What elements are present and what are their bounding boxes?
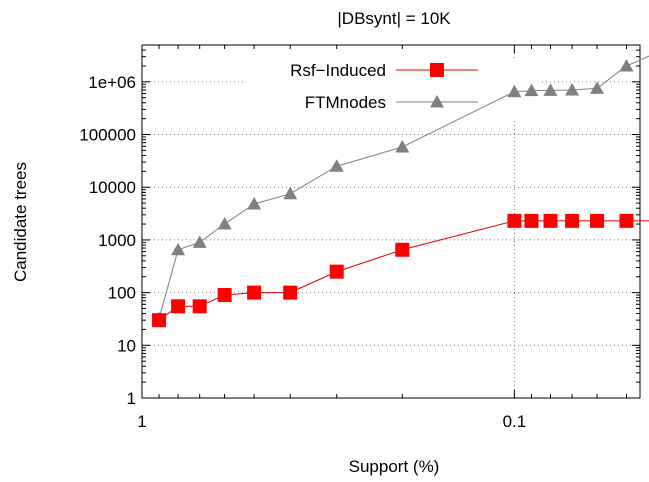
rsf-induced-point <box>565 213 580 228</box>
x-tick-label: 0.1 <box>503 412 527 431</box>
series-line-rsf-induced <box>158 220 649 321</box>
ftmnodes-point <box>524 83 539 97</box>
rsf-induced-point <box>524 213 539 228</box>
rsf-induced-point <box>395 242 410 257</box>
grid-lines <box>142 45 640 398</box>
y-tick-label: 1e+06 <box>88 73 136 92</box>
y-tick-label: 10000 <box>89 178 136 197</box>
x-tick-label: 1 <box>137 412 146 431</box>
ftmnodes-point <box>247 197 262 210</box>
y-tick-label: 100 <box>108 284 136 303</box>
chart-title: |DBsynt| = 10K <box>337 9 451 28</box>
series-layer <box>152 55 649 328</box>
rsf-induced-point <box>152 313 167 328</box>
rsf-induced-point <box>329 264 344 279</box>
ftmnodes-point <box>217 217 232 230</box>
rsf-induced-point <box>507 213 522 228</box>
rsf-induced-point <box>192 299 207 314</box>
ftmnodes-point <box>565 82 580 96</box>
rsf-induced-point <box>619 213 634 228</box>
legend: Rsf−Induced FTMnodes <box>290 61 478 112</box>
y-tick-label: 1000 <box>98 231 136 250</box>
ftmnodes-point <box>507 84 522 98</box>
legend-label: FTMnodes <box>305 93 386 112</box>
legend-marker <box>430 63 444 77</box>
ftmnodes-point <box>283 186 298 200</box>
axes: 1 10 100 1000 10000 100000 1e+06 1 0.1 <box>79 44 641 431</box>
ftmnodes-point <box>192 235 207 248</box>
rsf-induced-point <box>247 285 262 300</box>
plot-border <box>141 44 641 399</box>
rsf-induced-point <box>543 213 558 228</box>
legend-label: Rsf−Induced <box>290 61 386 80</box>
legend-marker <box>430 95 444 108</box>
ftmnodes-point <box>329 159 344 172</box>
y-tick-label: 100000 <box>79 126 136 145</box>
y-tick-label: 10 <box>117 336 136 355</box>
ftmnodes-point <box>619 58 634 72</box>
ftmnodes-point <box>395 139 410 153</box>
ftmnodes-point <box>171 242 186 256</box>
rsf-induced-point <box>590 213 605 228</box>
legend-background <box>246 58 542 120</box>
rsf-induced-point <box>217 288 232 303</box>
y-tick-label: 1 <box>127 389 136 408</box>
y-axis-label: Candidate trees <box>11 162 30 282</box>
ftmnodes-point <box>543 83 558 96</box>
rsf-induced-point <box>171 299 186 314</box>
x-axis-label: Support (%) <box>349 457 440 476</box>
rsf-induced-point <box>283 285 298 300</box>
ftmnodes-point <box>590 81 605 94</box>
